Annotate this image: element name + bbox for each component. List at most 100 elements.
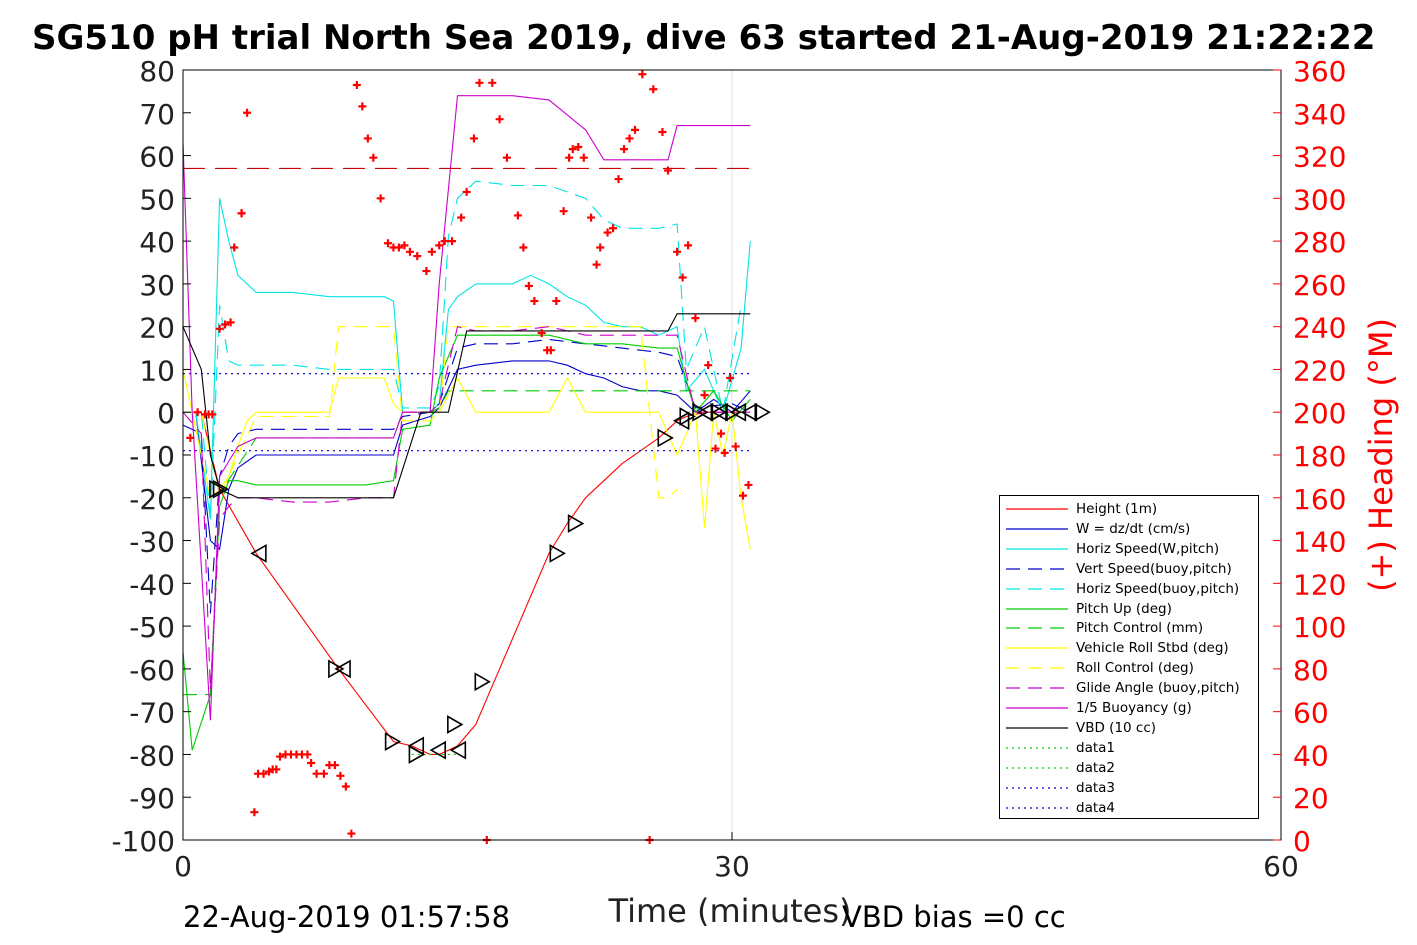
legend-entry: Horiz Speed(buoy,pitch) [1000,579,1258,599]
marker-right-14 [754,402,771,422]
heading-point-14 [259,769,268,778]
heading-points-layer [186,70,753,844]
legend-entry: 1/5 Buoyancy (g) [1000,698,1258,718]
heading-point-5 [215,324,224,333]
y-tick-label-4: -60 [129,654,175,687]
legend-swatch [1006,667,1068,669]
legend-label: 1/5 Buoyancy (g) [1076,700,1192,716]
heading-point-81 [658,128,667,137]
series-layer [182,95,751,755]
heading-point-57 [519,243,528,252]
heading-point-92 [726,374,735,382]
heading-point-55 [502,153,511,162]
y-tick-label-13: 30 [139,269,175,302]
heading-point-87 [700,391,709,400]
heading-point-41 [405,247,414,256]
right-tick-label-7: 140 [1293,526,1346,559]
heading-point-59 [530,297,539,305]
heading-point-88 [704,361,713,370]
heading-point-6 [221,320,230,329]
heading-point-34 [363,134,372,143]
marker-right-8 [567,514,585,533]
heading-point-17 [272,765,281,774]
series-buoy [182,95,751,721]
right-tick-label-14: 280 [1293,226,1346,259]
marker-left-4 [449,740,467,760]
legend-label: data2 [1076,759,1115,776]
heading-point-67 [574,143,583,151]
series-horiz_buoy [183,180,742,520]
heading-point-49 [462,187,471,196]
legend-entry: Vert Speed(buoy,pitch) [1000,559,1258,579]
right-tick-label-16: 320 [1293,141,1346,174]
heading-point-62 [546,346,555,355]
x-tick-label-0: 0 [174,850,192,883]
heading-point-53 [488,78,497,87]
legend-entry: Height (1m) [1000,499,1258,519]
right-tick-label-15: 300 [1293,183,1346,216]
heading-point-46 [440,237,449,246]
heading-point-18 [275,752,284,761]
heading-point-82 [663,166,672,175]
y-tick-label-18: 80 [139,55,175,88]
legend-label: Vert Speed(buoy,pitch) [1076,560,1232,577]
heading-point-70 [592,260,601,269]
y-tick-label-9: -10 [129,440,175,473]
legend-entry: Pitch Control (mm) [1000,618,1258,638]
heading-point-89 [711,444,720,453]
footer-timestamp: 22-Aug-2019 01:57:58 [183,900,511,934]
y-tick-label-10: 0 [157,397,175,430]
heading-point-28 [330,761,339,770]
right-tick-label-6: 120 [1293,568,1346,601]
heading-point-7 [226,318,235,327]
heading-point-8 [230,243,239,252]
heading-point-83 [673,247,682,256]
right-tick-label-18: 360 [1293,55,1346,88]
marker-left-0 [250,544,267,563]
legend-entry: Vehicle Roll Stbd (deg) [1000,638,1258,658]
heading-point-76 [625,134,634,143]
legend-swatch [1006,767,1068,769]
marker-right-5 [447,715,464,734]
heading-point-58 [524,282,533,291]
heading-point-74 [614,175,623,184]
legend-label: Vehicle Roll Stbd (deg) [1076,640,1229,657]
heading-point-65 [565,153,574,162]
heading-point-54 [495,115,504,124]
right-tick-label-13: 260 [1293,269,1346,302]
legend-swatch [1006,806,1068,809]
legend-label: VBD (10 cc) [1076,719,1157,736]
right-tick-label-8: 160 [1293,483,1346,516]
heading-point-84 [678,273,687,282]
heading-point-63 [552,297,561,305]
legend-label: data3 [1076,779,1115,796]
legend-entry: Roll Control (deg) [1000,658,1258,678]
heading-point-23 [303,750,312,759]
y-tick-label-17: 70 [139,98,175,131]
heading-point-60 [537,329,546,338]
right-tick-label-11: 220 [1293,354,1346,387]
legend-label: data4 [1076,799,1115,816]
marker-right-6 [474,672,491,692]
legend-entry: VBD (10 cc) [1000,718,1258,738]
legend-entry: Horiz Speed(W,pitch) [1000,539,1258,559]
legend-entry: W = dz/dt (cm/s) [1000,519,1258,539]
heading-point-31 [347,829,356,838]
heading-point-30 [341,782,350,791]
marker-right-2 [328,659,345,679]
marker-left-5 [672,411,690,431]
legend-label: W = dz/dt (cm/s) [1076,520,1191,537]
legend-swatch [1006,627,1068,629]
heading-point-51 [475,78,484,87]
legend-swatch [1006,747,1068,749]
series-roll_ctrl [183,326,678,500]
heading-point-44 [427,247,436,256]
right-tick-label-0: 0 [1293,825,1311,858]
legend-label: Pitch Up (deg) [1076,600,1172,617]
legend-swatch [1006,587,1068,590]
heading-point-72 [603,228,612,237]
legend-label: Roll Control (deg) [1076,660,1194,677]
heading-point-78 [638,70,647,79]
heading-point-56 [513,211,522,220]
heading-point-66 [568,145,577,154]
